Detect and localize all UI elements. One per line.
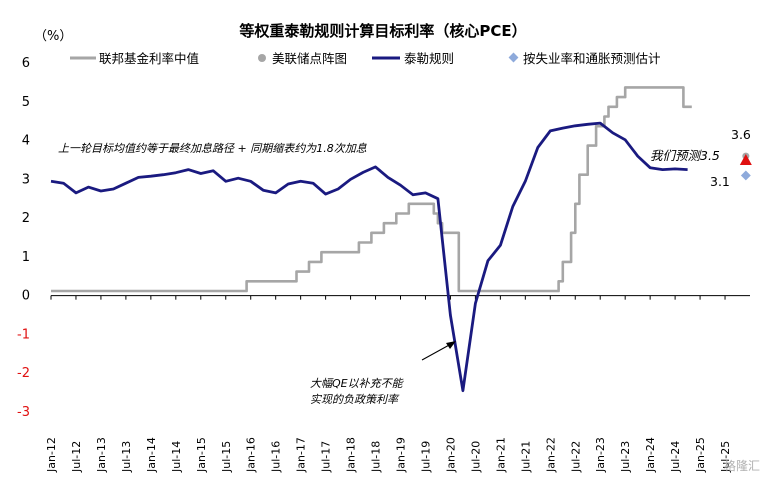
y-axis-unit: （%） xyxy=(34,29,72,44)
negative-rate-annotation: 大幅QE以补充不能 实现的负政策利率 xyxy=(310,341,456,406)
dot-plot-value-label: 3.6 xyxy=(731,127,751,142)
chart-title: 等权重泰勒规则计算目标利率（核心PCE） xyxy=(239,22,526,40)
annotation-arrow xyxy=(421,343,452,361)
x-tick-label: Jul-12 xyxy=(70,441,83,473)
annotation-line-2: 实现的负政策利率 xyxy=(310,393,400,406)
x-tick-label: Jul-23 xyxy=(619,441,632,473)
x-tick-label: Jul-18 xyxy=(370,441,383,473)
series-line-taylor-rule xyxy=(50,121,688,393)
x-tick-label: Jul-22 xyxy=(569,441,582,473)
estimate-point xyxy=(740,170,751,181)
y-tick-label: 1 xyxy=(22,250,30,265)
x-tick-label: Jul-21 xyxy=(519,441,532,473)
x-tick-label: Jul-16 xyxy=(270,441,283,473)
x-tick-label: Jan-19 xyxy=(395,437,408,473)
legend-label-taylor-rule: 泰勒规则 xyxy=(404,51,454,66)
x-tick-label: Jul-25 xyxy=(719,441,732,473)
x-axis: Jan-12 Jul-12 Jan-13 Jul-13 Jan-14 Jul-14 Jan-… xyxy=(45,295,750,473)
y-tick-label: 3 xyxy=(22,172,30,187)
x-tick-label: Jul-17 xyxy=(320,441,333,473)
x-tick-label: Jul-14 xyxy=(170,441,183,473)
x-tick-label: Jul-19 xyxy=(419,441,432,473)
y-axis: 6 5 4 3 2 1 0 -1 -2 -3 xyxy=(17,56,30,420)
x-tick-label: Jan-20 xyxy=(444,437,457,473)
x-tick-label: Jul-24 xyxy=(669,441,682,473)
y-tick-label: 5 xyxy=(22,95,30,110)
legend-label-estimate: 按失业率和通胀预测估计 xyxy=(523,51,661,66)
x-tick-label: Jan-25 xyxy=(694,437,707,473)
x-tick-label: Jan-18 xyxy=(345,437,358,473)
watermark: 格隆汇 xyxy=(724,458,760,473)
x-tick-label: Jan-13 xyxy=(95,437,108,473)
annotation-arrowhead xyxy=(446,341,456,349)
x-tick-label: Jul-15 xyxy=(220,441,233,473)
y-tick-label: 4 xyxy=(22,134,30,149)
x-tick-label: Jan-21 xyxy=(494,437,507,473)
x-tick-label: Jan-24 xyxy=(644,437,657,473)
x-tick-label: Jan-22 xyxy=(544,437,557,473)
legend: 联邦基金利率中值 美联储点阵图 泰勒规则 按失业率和通胀预测估计 xyxy=(70,51,661,66)
legend-label-fed-funds: 联邦基金利率中值 xyxy=(99,51,199,66)
y-tick-label: 6 xyxy=(22,56,30,71)
rule-annotation: 上一轮目标均值约等于最终加息路径 + 同期缩表约为1.8次加息 xyxy=(58,142,367,155)
x-tick-label: Jan-16 xyxy=(245,437,258,473)
y-tick-label: -3 xyxy=(17,405,30,420)
series-line-fed-funds xyxy=(51,86,692,293)
y-tick-label: 2 xyxy=(22,211,30,226)
plot-area xyxy=(50,86,752,393)
annotation-line-1: 大幅QE以补充不能 xyxy=(310,377,405,390)
x-tick-label: Jul-20 xyxy=(469,441,482,473)
forecast-point xyxy=(739,153,752,165)
legend-label-dot-plot: 美联储点阵图 xyxy=(272,51,347,66)
forecast-label: 我们预测3.5 xyxy=(650,148,720,163)
x-tick-label: Jan-23 xyxy=(594,437,607,473)
y-tick-label: -1 xyxy=(17,327,30,342)
y-tick-label: -2 xyxy=(17,366,30,381)
legend-swatch-dot-plot xyxy=(258,54,266,62)
x-tick-label: Jan-15 xyxy=(195,437,208,473)
legend-swatch-estimate xyxy=(508,52,519,63)
estimate-value-label: 3.1 xyxy=(710,174,730,189)
x-tick-label: Jan-17 xyxy=(295,437,308,473)
x-tick-label: Jul-13 xyxy=(120,441,133,473)
x-tick-label: Jan-14 xyxy=(145,437,158,473)
x-tick-label: Jan-12 xyxy=(45,437,58,473)
y-tick-label: 0 xyxy=(22,289,30,304)
